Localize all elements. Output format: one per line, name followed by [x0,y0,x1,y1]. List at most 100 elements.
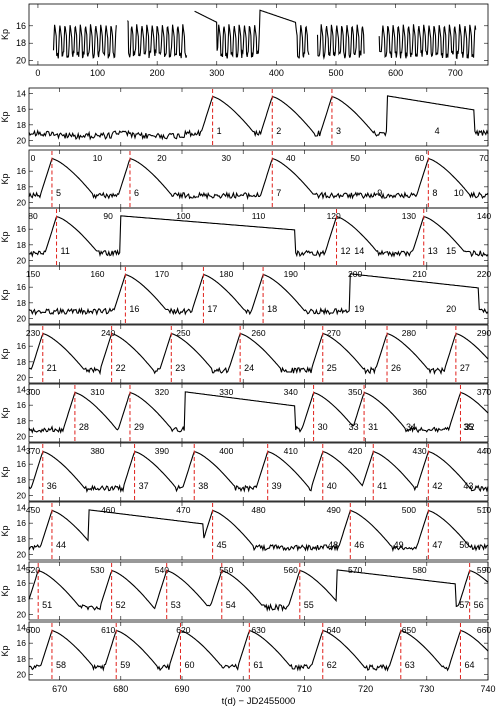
cycle-number-label: 33 [349,422,359,432]
cycle-number-label: 9 [377,188,382,198]
bottom-x-tick-label: 720 [358,684,373,694]
zoom-row-top-label: 360 [412,387,426,397]
zoom-y-axis-label: Kp [0,466,10,477]
zoom-row-top-label: 390 [155,446,169,456]
bottom-x-tick-label: 710 [297,684,312,694]
zoom-row-top-label: 140 [477,211,491,221]
cycle-number-label: 10 [454,188,464,198]
zoom-y-tick-label: 18 [17,182,27,192]
zoom-y-tick-label: 14 [17,562,27,572]
zoom-row-top-label: 580 [412,565,426,575]
cycle-number-label: 17 [207,304,217,314]
cycle-number-label: 35 [463,422,473,432]
zoom-light-curve [28,391,489,434]
zoom-y-tick-label: 20 [17,491,27,501]
zoom-row-top-label: 590 [477,565,491,575]
cycle-number-label: 1 [217,126,222,136]
cycle-number-label: 40 [327,481,337,491]
zoom-y-tick-label: 18 [17,534,27,544]
zoom-y-axis-label: Kp [0,231,10,242]
cycle-number-label: 48 [328,540,338,550]
zoom-row-top-label: 430 [412,446,426,456]
zoom-y-tick-label: 16 [17,104,27,114]
cycle-number-label: 55 [304,600,314,610]
bottom-x-tick-label: 740 [480,684,495,694]
cycle-number-label: 25 [327,363,337,373]
zoom-row-top-label: 620 [176,625,190,635]
cycle-number-label: 64 [464,660,474,670]
cycle-number-label: 38 [198,481,208,491]
cycle-number-label: 53 [171,600,181,610]
zoom-y-tick-label: 20 [17,136,27,146]
cycle-number-label: 8 [432,188,437,198]
overview-y-tick-label: 20 [16,56,26,66]
cycle-number-label: 12 [341,246,351,256]
zoom-light-curve [28,95,489,141]
zoom-y-tick-label: 18 [17,240,27,250]
overview-x-tick-label: 600 [388,68,403,78]
zoom-row-top-label: 480 [251,505,265,515]
cycle-number-label: 28 [79,422,89,432]
cycle-number-label: 56 [474,600,484,610]
cycle-number-label: 42 [432,481,442,491]
zoom-row-top-label: 0 [31,153,36,163]
zoom-y-tick-label: 14 [17,384,27,394]
zoom-y-tick-label: 16 [17,166,27,176]
zoom-row-top-label: 70 [479,153,489,163]
zoom-y-tick-label: 14 [17,622,27,632]
zoom-row-top-label: 190 [284,269,298,279]
zoom-light-curve [28,509,489,553]
zoom-y-tick-label: 16 [17,459,27,469]
zoom-row-top-label: 310 [90,387,104,397]
cycle-number-label: 29 [134,422,144,432]
cycle-number-label: 26 [391,363,401,373]
zoom-y-tick-label: 18 [17,120,27,130]
zoom-y-axis-label: Kp [0,348,10,359]
cycle-number-label: 22 [116,363,126,373]
overview-x-tick-label: 100 [90,68,105,78]
zoom-row-top-label: 150 [26,269,40,279]
cycle-number-label: 50 [459,540,469,550]
zoom-row-frame [28,87,489,147]
zoom-row-top-label: 420 [348,446,362,456]
bottom-axis: 670 680 690 700 710 720 730 740 t(d) − JD2455000 [52,684,495,706]
overview-x-tick-label: 500 [328,68,343,78]
zoom-row-top-label: 280 [402,328,416,338]
zoom-row-top-label: 610 [101,625,115,635]
zoom-row-top-label: 380 [90,446,104,456]
zoom-light-curve [28,569,489,613]
cycle-number-label: 16 [129,304,139,314]
zoom-row-top-label: 400 [219,446,233,456]
zoom-row-top-label: 60 [415,153,425,163]
cycle-number-label: 20 [446,304,456,314]
zoom-row-top-label: 250 [176,328,190,338]
cycle-number-label: 11 [61,246,70,256]
cycle-number-label: 3 [336,126,341,136]
zoom-light-curve [28,215,489,258]
zoom-row-top-label: 490 [327,505,341,515]
zoom-light-curve [28,157,489,201]
zoom-y-tick-label: 16 [17,638,27,648]
cycle-number-label: 52 [116,600,126,610]
zoom-y-tick-label: 14 [17,88,27,98]
cycle-number-label: 44 [56,540,66,550]
zoom-row-top-label: 570 [348,565,362,575]
zoom-row-frame [28,324,489,384]
cycle-number-label: 51 [42,600,52,610]
zoom-row-top-label: 10 [93,153,103,163]
zoom-y-tick-label: 14 [17,502,27,512]
zoom-row-1: 14 16 18 20 Kp 1 2 3 4 [0,87,489,147]
cycle-number-label: 15 [446,246,456,256]
overview-y-tick-label: 18 [16,38,26,48]
zoom-row-top-label: 630 [251,625,265,635]
zoom-row-top-label: 180 [219,269,233,279]
zoom-row-10: 14 16 18 20 Kp 600 610 620 630 640 650 660 58 59 60 61 6… [0,621,491,681]
zoom-row-top-label: 210 [412,269,426,279]
zoom-row-top-label: 600 [26,625,40,635]
zoom-y-tick-label: 16 [17,282,27,292]
cycle-number-label: 54 [226,600,236,610]
zoom-row-top-label: 120 [327,211,341,221]
zoom-row-top-label: 370 [26,446,40,456]
zoom-y-tick-label: 18 [17,416,27,426]
zoom-row-2: 16 18 20 Kp 0 10 20 30 40 50 60 70 5 6 7 8 9 10 [0,149,489,209]
